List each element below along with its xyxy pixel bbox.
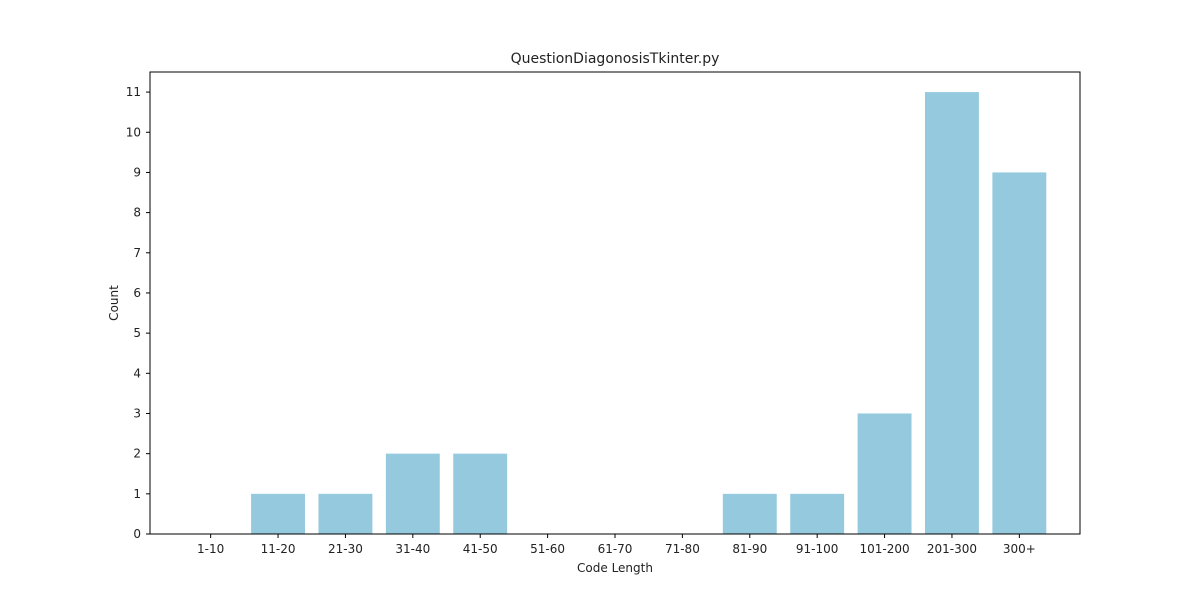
x-tick-label: 21-30 [328, 542, 363, 556]
x-axis-title: Code Length [577, 561, 653, 575]
bar-101-200 [857, 413, 912, 534]
x-tick-label: 71-80 [665, 542, 700, 556]
y-axis-title: Count [107, 285, 121, 321]
y-tick-label: 2 [133, 447, 141, 461]
y-axis: 0 1 2 3 4 5 6 7 8 9 10 11 [126, 85, 150, 541]
y-tick-label: 11 [126, 85, 141, 99]
x-tick-label: 91-100 [796, 542, 839, 556]
y-tick-label: 4 [133, 366, 141, 380]
y-tick-label: 7 [133, 246, 141, 260]
bars [251, 92, 1047, 534]
bar-11-20 [251, 493, 305, 534]
y-tick-label: 3 [133, 406, 141, 420]
bar-300+ [992, 172, 1047, 534]
x-tick-label: 1-10 [197, 542, 224, 556]
y-tick-label: 6 [133, 286, 141, 300]
y-tick-label: 0 [133, 527, 141, 541]
bar-91-100 [790, 493, 845, 534]
x-tick-label: 51-60 [530, 542, 565, 556]
bar-81-90 [722, 493, 777, 534]
bar-21-30 [318, 493, 373, 534]
y-tick-label: 8 [133, 206, 141, 220]
x-tick-label: 81-90 [732, 542, 767, 556]
y-tick-label: 10 [126, 125, 141, 139]
y-tick-label: 5 [133, 326, 141, 340]
x-tick-label: 41-50 [463, 542, 498, 556]
bar-201-300 [925, 92, 979, 534]
x-tick-label: 31-40 [395, 542, 430, 556]
y-tick-label: 1 [133, 487, 141, 501]
y-tick-label: 9 [133, 165, 141, 179]
x-tick-label: 11-20 [261, 542, 296, 556]
chart-title: QuestionDiagonosisTkinter.py [511, 51, 720, 67]
bar-41-50 [453, 453, 508, 534]
x-tick-label: 61-70 [598, 542, 633, 556]
x-tick-label: 201-300 [927, 542, 977, 556]
x-axis: 1-10 11-20 21-30 31-40 41-50 51-60 61-70 71-80 8… [197, 534, 1036, 556]
bar-31-40 [385, 453, 440, 534]
x-tick-label: 101-200 [859, 542, 909, 556]
x-tick-label: 300+ [1003, 542, 1036, 556]
